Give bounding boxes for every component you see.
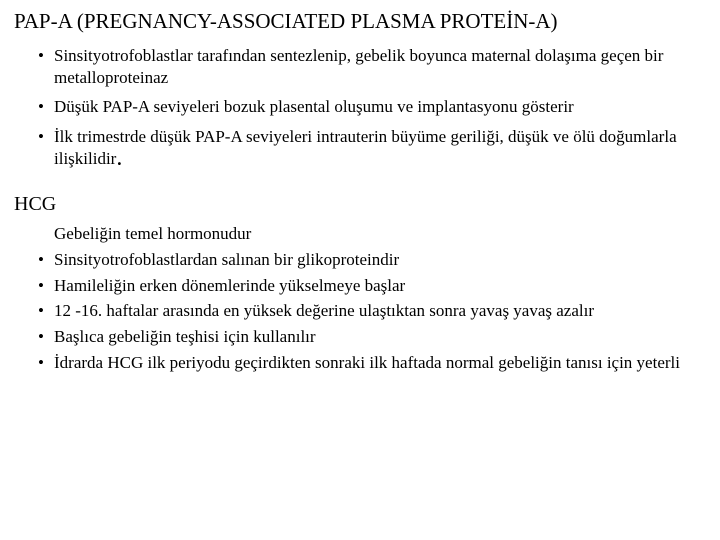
papa-list: Sinsityotrofoblastlar tarafından sentezl… [14, 45, 706, 170]
section-papa: PAP-A (PREGNANCY-ASSOCIATED PLASMA PROTE… [14, 8, 706, 170]
heading-papa: PAP-A (PREGNANCY-ASSOCIATED PLASMA PROTE… [14, 8, 706, 35]
list-item: Sinsityotrofoblastlar tarafından sentezl… [38, 45, 706, 89]
enlarged-period: . [116, 145, 122, 171]
list-item: Sinsityotrofoblastlardan salınan bir gli… [38, 249, 706, 271]
hcg-lead-text: Gebeliğin temel hormonudur [14, 223, 706, 245]
list-item: Hamileliğin erken dönemlerinde yükselmey… [38, 275, 706, 297]
list-item: 12 -16. haftalar arasında en yüksek değe… [38, 300, 706, 322]
list-item: İlk trimestrde düşük PAP-A seviyeleri in… [38, 126, 706, 170]
section-hcg: HCG Gebeliğin temel hormonudur Sinsityot… [14, 192, 706, 374]
hcg-list: Sinsityotrofoblastlardan salınan bir gli… [14, 249, 706, 374]
list-item-text: İlk trimestrde düşük PAP-A seviyeleri in… [54, 127, 677, 168]
heading-hcg: HCG [14, 192, 706, 218]
list-item: Başlıca gebeliğin teşhisi için kullanılı… [38, 326, 706, 348]
list-item: Düşük PAP-A seviyeleri bozuk plasental o… [38, 96, 706, 118]
list-item: İdrarda HCG ilk periyodu geçirdikten son… [38, 352, 706, 374]
